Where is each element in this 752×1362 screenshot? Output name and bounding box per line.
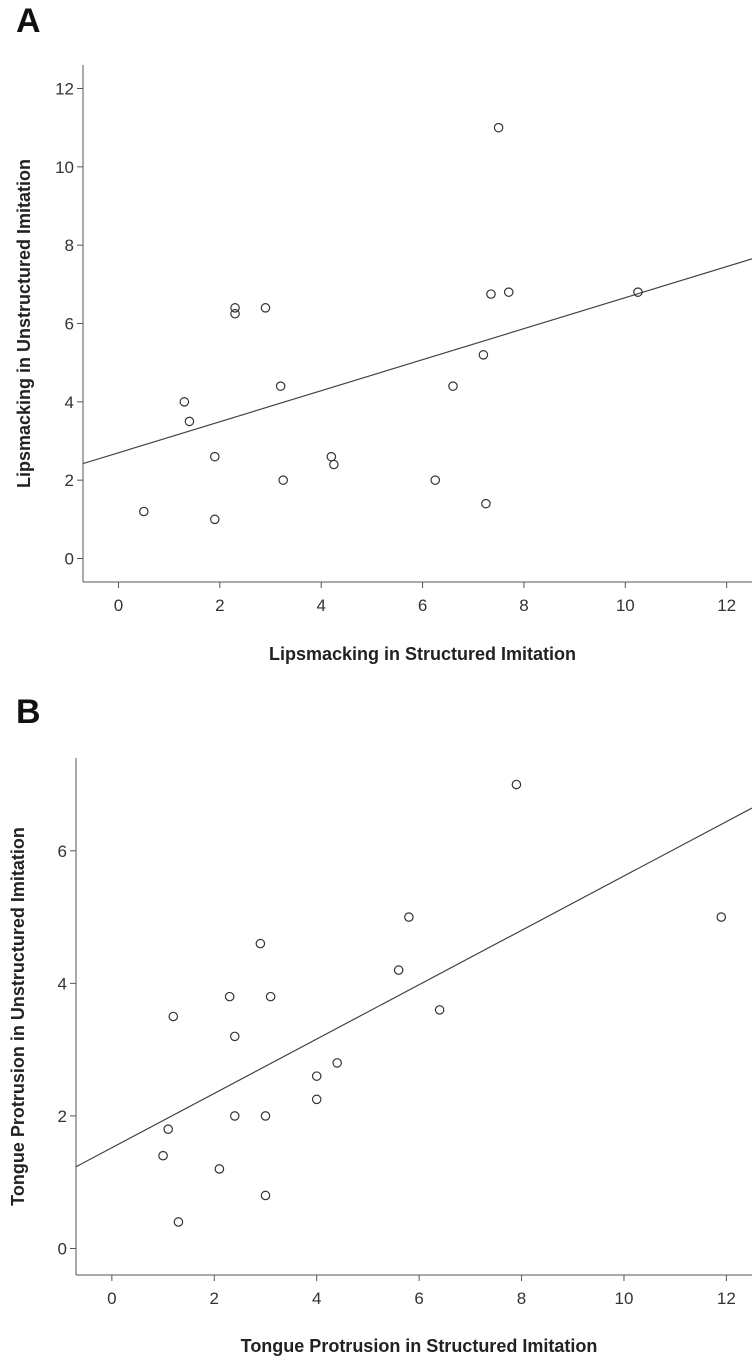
chart-0-x-tick-label: 2 bbox=[215, 596, 224, 615]
chart-1-y-axis-title: Tongue Protrusion in Unstructured Imitat… bbox=[8, 827, 28, 1206]
chart-1-data-point bbox=[173, 1217, 184, 1227]
chart-0-data-point bbox=[275, 381, 286, 391]
chart-0-data-point bbox=[503, 287, 514, 297]
chart-0-x-tick-label: 6 bbox=[418, 596, 427, 615]
chart-1-x-tick-label: 10 bbox=[615, 1289, 634, 1308]
chart-1-x-axis-title: Tongue Protrusion in Structured Imitatio… bbox=[241, 1336, 598, 1356]
chart-0-data-point bbox=[230, 308, 240, 319]
chart-0-data-point bbox=[260, 303, 271, 313]
scatter-chart-lipsmacking: 0 2 4 6 8 10 12 0 2 4 6 8 10 12 Lipsmacking in Structu… bbox=[14, 65, 752, 664]
chart-0-data-point bbox=[486, 289, 496, 299]
chart-0-x-tick-label: 0 bbox=[114, 596, 123, 615]
chart-0-x-axis-title: Lipsmacking in Structured Imitation bbox=[269, 644, 576, 664]
chart-1-data-point bbox=[265, 991, 276, 1002]
chart-0-data-point bbox=[481, 498, 491, 509]
chart-0-data-point bbox=[430, 475, 441, 485]
chart-1-data-point bbox=[434, 1005, 445, 1015]
chart-1-data-point bbox=[511, 779, 522, 790]
chart-0-x-tick-label: 10 bbox=[616, 596, 635, 615]
chart-0-data-point bbox=[139, 506, 149, 517]
chart-1-data-point bbox=[214, 1164, 225, 1174]
chart-0-y-tick-label: 2 bbox=[65, 471, 74, 490]
chart-0-data-point bbox=[493, 122, 504, 133]
chart-1-y-tick-label: 0 bbox=[58, 1239, 67, 1258]
chart-1-fit-line bbox=[76, 807, 752, 1168]
chart-1-data-point bbox=[255, 938, 266, 949]
chart-0-y-axis-title: Lipsmacking in Unstructured Imitation bbox=[14, 159, 34, 488]
panel-label-b: B bbox=[16, 693, 41, 731]
chart-0-data-point bbox=[448, 381, 458, 391]
chart-1-y-tick-label: 6 bbox=[58, 842, 67, 861]
chart-1-data-point bbox=[332, 1058, 342, 1068]
chart-1-data-point bbox=[229, 1031, 240, 1042]
chart-1-data-point bbox=[311, 1071, 322, 1081]
chart-1-x-tick-label: 2 bbox=[210, 1289, 219, 1308]
chart-1-y-tick-label: 2 bbox=[58, 1107, 67, 1126]
chart-0-data-point bbox=[633, 287, 643, 297]
chart-0-data-point bbox=[326, 451, 337, 462]
chart-0-x-tick-label: 8 bbox=[519, 596, 528, 615]
chart-1-data-point bbox=[716, 912, 727, 922]
chart-1-x-tick-label: 0 bbox=[107, 1289, 116, 1308]
chart-1-data-point bbox=[311, 1094, 322, 1105]
chart-1-data-point bbox=[168, 1011, 179, 1022]
chart-0-data-point bbox=[184, 416, 195, 427]
chart-0-x-tick-label: 4 bbox=[316, 596, 325, 615]
chart-1-x-tick-label: 4 bbox=[312, 1289, 321, 1308]
chart-0-y-tick-label: 6 bbox=[65, 315, 74, 334]
chart-1-data-point bbox=[393, 965, 404, 975]
chart-1-data-point bbox=[260, 1111, 271, 1121]
chart-1-data-point bbox=[260, 1190, 271, 1201]
chart-0-data-point bbox=[209, 514, 220, 525]
chart-1-x-tick-label: 8 bbox=[517, 1289, 526, 1308]
chart-1-x-tick-label: 12 bbox=[717, 1289, 736, 1308]
chart-0-data-point bbox=[230, 303, 240, 313]
chart-0-data-point bbox=[278, 475, 288, 485]
chart-0-data-point bbox=[478, 350, 489, 360]
chart-0-y-tick-label: 8 bbox=[65, 236, 74, 255]
chart-1-x-tick-label: 6 bbox=[414, 1289, 423, 1308]
chart-1-data-point bbox=[404, 912, 414, 922]
panel-label-a: A bbox=[16, 2, 41, 40]
chart-0-x-tick-label: 12 bbox=[717, 596, 736, 615]
chart-1-data-point bbox=[224, 991, 235, 1002]
chart-1-data-point bbox=[158, 1150, 168, 1161]
chart-1-y-tick-label: 4 bbox=[58, 974, 67, 993]
chart-0-y-tick-label: 0 bbox=[65, 550, 74, 569]
chart-0-data-point bbox=[329, 459, 339, 470]
chart-1-data-point bbox=[163, 1124, 173, 1134]
scatter-chart-tongue-protrusion: 0 2 4 6 8 10 12 0 2 4 6 Tongue Protrusion in Struct… bbox=[8, 758, 752, 1356]
chart-0-y-tick-label: 4 bbox=[65, 393, 74, 412]
chart-0-data-point bbox=[179, 397, 190, 407]
chart-1-data-point bbox=[229, 1111, 240, 1121]
chart-0-data-point bbox=[209, 451, 220, 462]
chart-0-y-tick-label: 12 bbox=[55, 80, 74, 99]
chart-0-y-tick-label: 10 bbox=[55, 158, 74, 177]
chart-0-fit-line bbox=[83, 258, 752, 465]
